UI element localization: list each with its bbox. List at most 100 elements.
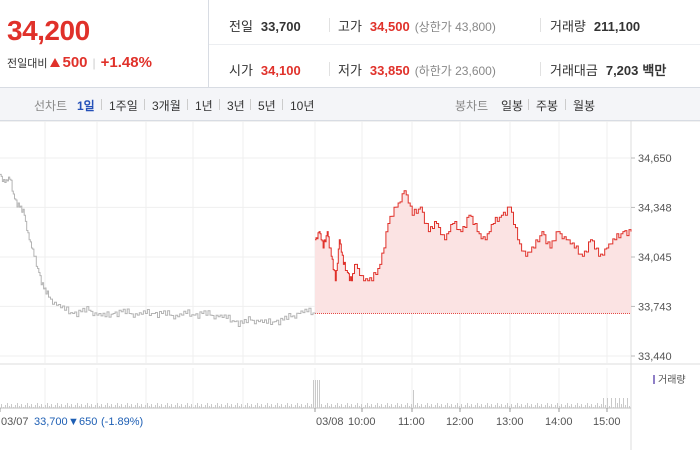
volume-bar [611, 398, 612, 408]
volume-bar [205, 405, 206, 408]
volume-bar [609, 406, 610, 408]
volume-bar [497, 403, 498, 408]
stat-low: 저가 33,850 (하한가 23,600) [338, 60, 496, 79]
volume-bar [127, 403, 128, 408]
volume-bar [313, 380, 314, 408]
volume-bar [529, 406, 530, 408]
volume-bar [577, 403, 578, 408]
period-5y[interactable]: 5년 [258, 99, 276, 113]
volume-bar [297, 403, 298, 408]
line-chart-label[interactable]: 선차트 [34, 99, 68, 113]
volume-bar [503, 407, 504, 408]
candle-daily[interactable]: 일봉 [501, 99, 524, 113]
volume-bar [527, 403, 528, 408]
stat-prev-close: 전일 33,700 [229, 16, 301, 35]
volume-bar [455, 405, 456, 408]
volume-bar [77, 403, 78, 408]
period-1d[interactable]: 1일 [77, 99, 95, 113]
volume-bar [125, 405, 126, 408]
volume-bar [271, 404, 272, 408]
volume-bar [621, 404, 622, 408]
volume-bar [367, 403, 368, 408]
volume-bar [229, 406, 230, 408]
volume-bar [15, 405, 16, 408]
volume-bar [581, 404, 582, 408]
period-1y[interactable]: 1년 [195, 99, 213, 113]
volume-bar [339, 406, 340, 408]
volume-bar [553, 407, 554, 408]
volume-bar [135, 405, 136, 408]
volume-bar [509, 406, 510, 408]
volume-bar [171, 404, 172, 408]
candle-weekly[interactable]: 주봉 [536, 99, 559, 113]
prev-day-change: 650 [79, 416, 97, 428]
period-1w[interactable]: 1주일 [109, 99, 138, 113]
row-divider [209, 44, 700, 45]
price-chart[interactable]: 거래량 34,650 34,348 34,045 33,743 33,440 03/07… [0, 120, 700, 450]
volume-bar [597, 403, 598, 408]
volume-bar [17, 403, 18, 408]
volume-bar [317, 380, 318, 408]
change-label: 전일대비 [7, 57, 48, 70]
volume-bar [461, 404, 462, 408]
volume-bar [163, 407, 164, 408]
candle-monthly[interactable]: 월봉 [573, 99, 596, 113]
volume-bar [197, 403, 198, 408]
stat-value: 33,850 [369, 63, 410, 78]
volume-bar [123, 407, 124, 408]
volume-bar [73, 407, 74, 408]
volume-bar [541, 404, 542, 408]
volume-bar [489, 406, 490, 408]
prev-day-change-arrow: ▼ [68, 416, 79, 428]
volume-bar [53, 407, 54, 408]
x-tick-label: 03/07 [1, 416, 29, 428]
stat-value: 7,203 [605, 63, 639, 78]
volume-bar [309, 406, 310, 408]
volume-bar [491, 404, 492, 408]
volume-bar [443, 407, 444, 408]
volume-bar [533, 407, 534, 408]
volume-bar [449, 406, 450, 408]
volume-bar [333, 407, 334, 408]
divider [540, 62, 541, 76]
volume-bar [389, 406, 390, 408]
volume-bar [165, 405, 166, 408]
volume-bar [37, 403, 38, 408]
volume-bar [393, 407, 394, 408]
volume-bar [273, 407, 274, 408]
volume-bar [411, 404, 412, 408]
volume-bar [115, 405, 116, 408]
volume-bar [549, 406, 550, 408]
period-3y[interactable]: 3년 [227, 99, 245, 113]
volume-bar [215, 405, 216, 408]
volume-bar [505, 405, 506, 408]
volume-bar [283, 407, 284, 408]
volume-bar [407, 403, 408, 408]
volume-bar [507, 403, 508, 408]
volume-bar [131, 404, 132, 408]
price-chart-svg[interactable]: 거래량 34,650 34,348 34,045 33,743 33,440 03/07… [0, 120, 700, 450]
volume-bar [21, 404, 22, 408]
volume-bar [391, 404, 392, 408]
volume-bar [69, 406, 70, 408]
volume-bar [543, 407, 544, 408]
volume-bar [399, 406, 400, 408]
volume-bar [81, 404, 82, 408]
divider [250, 99, 251, 110]
volume-bar [475, 405, 476, 408]
prev-day-price: 33,700 [34, 416, 68, 428]
stat-value: 33,700 [260, 19, 301, 34]
volume-bar [571, 404, 572, 408]
volume-bar [63, 407, 64, 408]
volume-bar [531, 404, 532, 408]
volume-bar [457, 403, 458, 408]
volume-bar [525, 405, 526, 408]
candle-chart-label[interactable]: 봉차트 [455, 99, 489, 113]
volume-bar [303, 407, 304, 408]
volume-bar [459, 406, 460, 408]
x-tick-label: 14:00 [545, 416, 573, 428]
volume-bar [409, 406, 410, 408]
period-3m[interactable]: 3개월 [152, 99, 181, 113]
volume-bar [415, 405, 416, 408]
period-10y[interactable]: 10년 [290, 99, 315, 113]
